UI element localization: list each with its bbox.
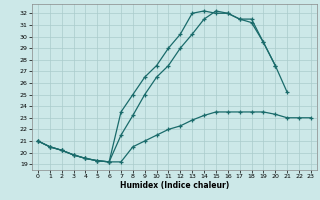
X-axis label: Humidex (Indice chaleur): Humidex (Indice chaleur) <box>120 181 229 190</box>
